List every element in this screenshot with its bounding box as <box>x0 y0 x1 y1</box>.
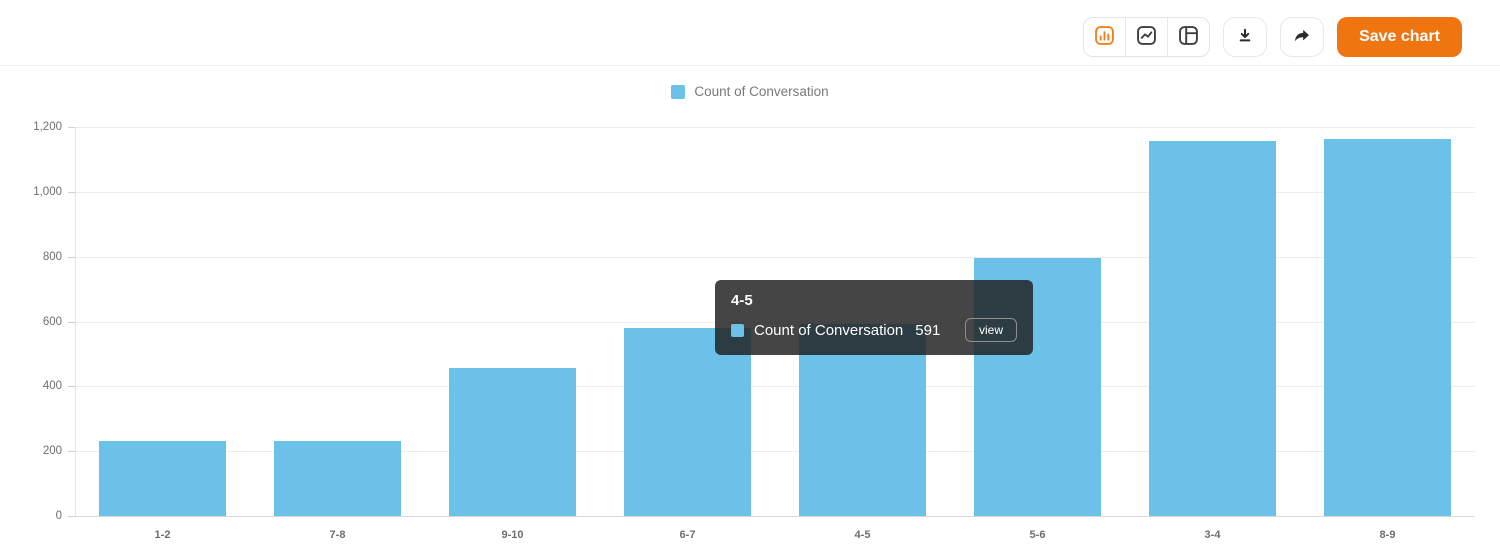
tooltip-series-swatch <box>731 323 744 337</box>
gridline <box>75 256 1475 258</box>
bar[interactable] <box>274 441 401 516</box>
x-axis-label: 6-7 <box>679 529 696 541</box>
chart-type-switcher <box>1083 17 1211 57</box>
gridline <box>75 386 1475 388</box>
segment-divider <box>1125 18 1127 56</box>
bar[interactable] <box>449 367 576 516</box>
y-axis-tick <box>68 386 75 388</box>
x-axis-label: 3-4 <box>1204 529 1221 541</box>
gridline <box>75 451 1475 453</box>
chart-tooltip: 4-5 Count of Conversation 591 view <box>715 280 1033 355</box>
x-axis-label: 9-10 <box>501 529 524 541</box>
x-axis-label: 1-2 <box>154 529 171 541</box>
bar[interactable] <box>1149 140 1276 516</box>
tooltip-value: 591 <box>915 321 941 339</box>
table-icon <box>1177 24 1200 50</box>
bar[interactable] <box>799 324 926 516</box>
x-axis-label: 5-6 <box>1029 529 1046 541</box>
y-axis-line <box>75 127 76 516</box>
tooltip-view-button[interactable]: view <box>964 318 1017 342</box>
tooltip-category: 4-5 <box>731 292 753 309</box>
x-axis-label: 7-8 <box>329 529 346 541</box>
download-button[interactable] <box>1223 17 1268 57</box>
y-axis-label: 200 <box>42 445 62 458</box>
legend-swatch <box>671 84 686 99</box>
y-axis-tick <box>68 451 75 453</box>
y-axis-tick <box>68 127 75 128</box>
legend: Count of Conversation <box>0 84 1500 99</box>
gridline <box>75 127 1475 128</box>
share-icon <box>1292 26 1312 49</box>
download-icon <box>1235 26 1255 49</box>
y-axis-label: 1,000 <box>33 185 62 198</box>
chart-type-table-button[interactable] <box>1168 18 1209 56</box>
line-chart-icon <box>1135 24 1158 50</box>
gridline <box>75 191 1475 193</box>
chart-type-line-button[interactable] <box>1126 18 1167 56</box>
bar[interactable] <box>99 441 226 516</box>
y-axis-tick <box>68 191 75 193</box>
tooltip-series-label: Count of Conversation <box>754 321 904 339</box>
y-axis-tick <box>68 256 75 258</box>
bar-chart-icon <box>1093 24 1116 50</box>
x-axis-label: 4-5 <box>854 529 871 541</box>
y-axis-label: 1,200 <box>33 121 62 133</box>
share-button[interactable] <box>1280 17 1325 57</box>
y-axis-label: 600 <box>42 315 62 328</box>
y-axis-label: 400 <box>42 380 62 393</box>
tooltip-series-row: Count of Conversation 591 view <box>731 318 1017 342</box>
y-axis-tick <box>68 321 75 323</box>
y-axis-label: 800 <box>42 250 62 263</box>
save-chart-button[interactable]: Save chart <box>1337 17 1462 57</box>
chart-type-bar-button[interactable] <box>1084 18 1125 56</box>
x-axis-line <box>75 516 1475 517</box>
y-axis-label: 0 <box>55 510 62 522</box>
legend-item[interactable]: Count of Conversation <box>671 84 829 99</box>
toolbar-divider <box>0 65 1500 66</box>
y-axis-tick <box>68 516 75 517</box>
segment-divider <box>1167 18 1169 56</box>
legend-label: Count of Conversation <box>694 84 829 99</box>
x-axis-label: 8-9 <box>1379 529 1396 541</box>
bar[interactable] <box>624 327 751 516</box>
bar[interactable] <box>1324 139 1451 516</box>
bar-chart: 0 200 400 600 800 1,000 1,200 1-2 7-8 9-10 6-7 4-5 5… <box>0 121 1500 547</box>
toolbar: Save chart <box>1083 17 1462 57</box>
